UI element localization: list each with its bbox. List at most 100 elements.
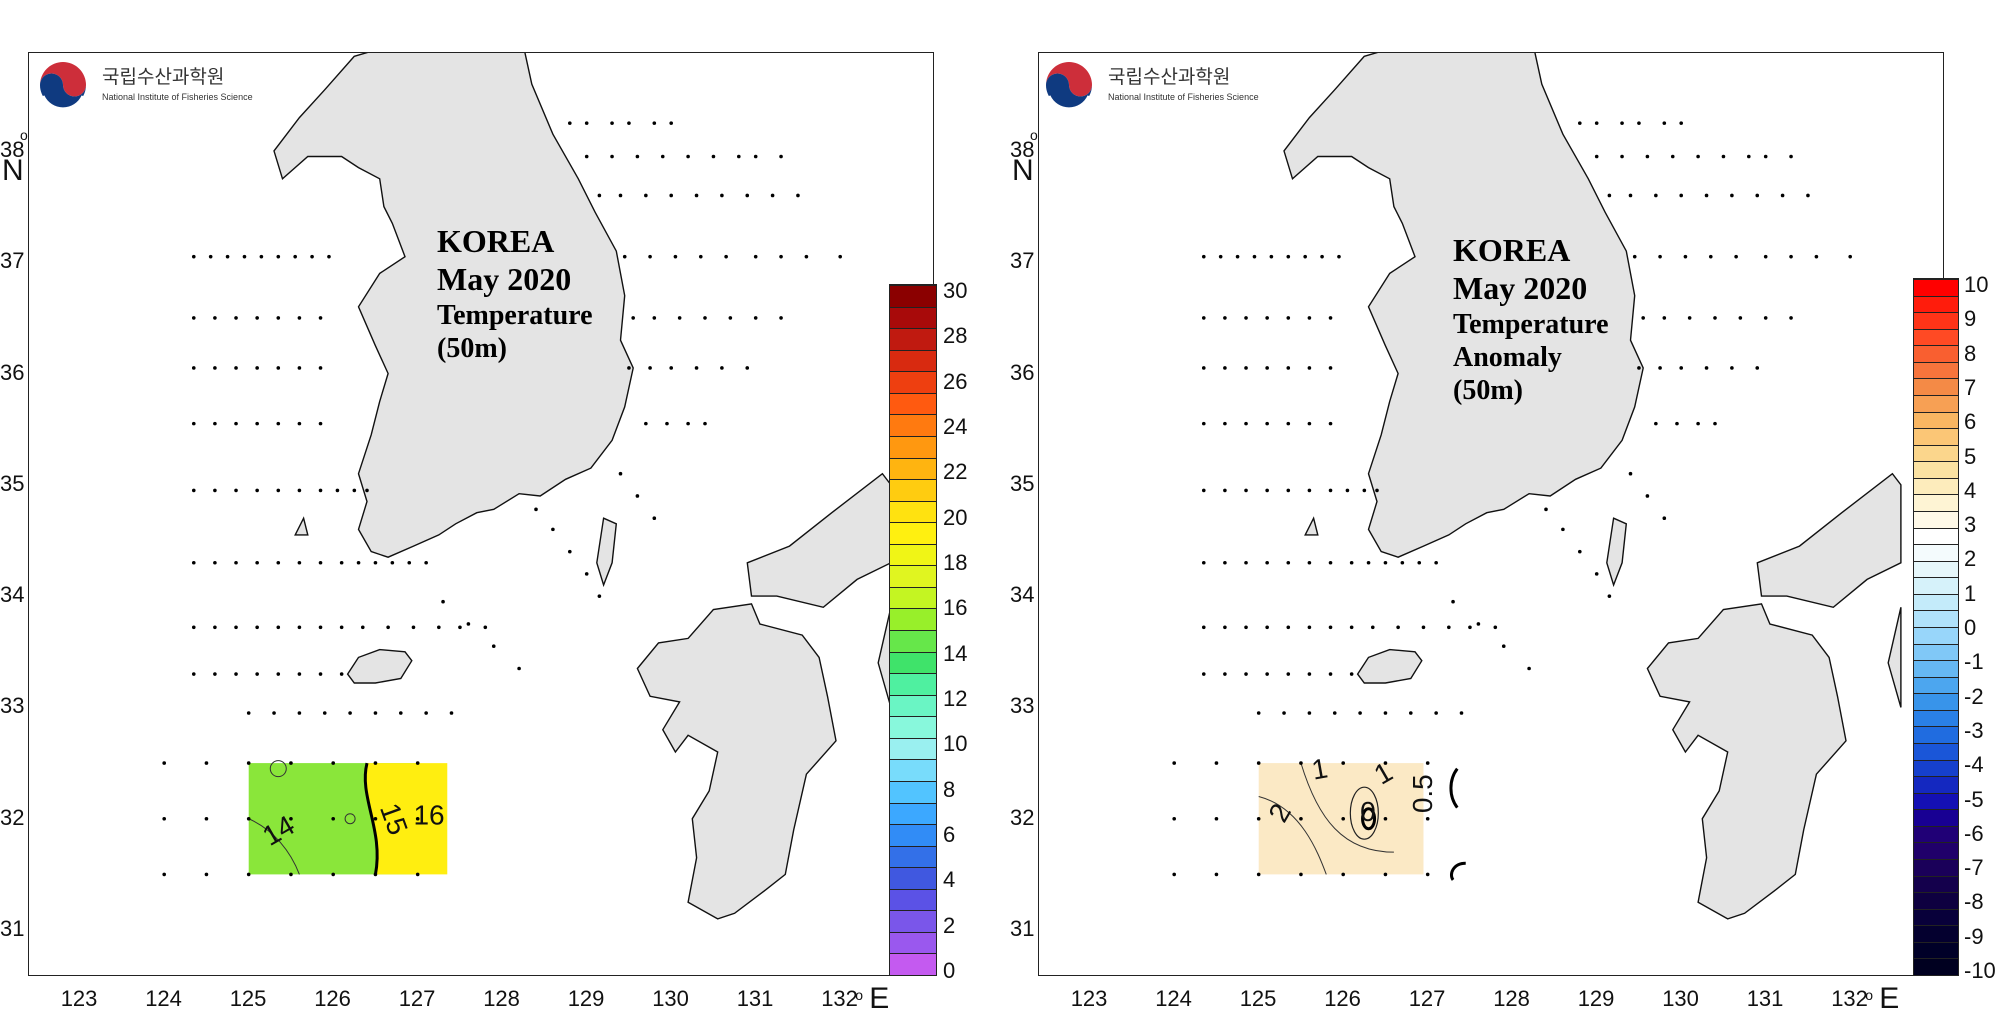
station-dot — [1679, 193, 1683, 198]
colorbar-swatch — [1914, 461, 1958, 478]
station-dot — [1307, 316, 1312, 320]
station-dot — [424, 560, 428, 565]
station-dot — [1447, 625, 1451, 630]
station-dot — [1730, 193, 1734, 198]
station-dot — [1223, 560, 1227, 565]
contour-ring-0 — [1361, 807, 1377, 831]
colorbar-tick-label: 4 — [943, 867, 956, 893]
station-dot — [1780, 193, 1785, 198]
station-dot — [1328, 488, 1333, 493]
small-island — [294, 516, 309, 536]
contour-label: 0.5 — [1407, 774, 1438, 813]
station-dot — [162, 872, 166, 877]
station-dot — [204, 872, 209, 877]
station-dot — [441, 599, 445, 604]
station-dot — [289, 816, 293, 821]
colorbar-swatch — [890, 716, 936, 738]
station-dot — [339, 625, 344, 630]
station-dot — [1244, 421, 1248, 426]
station-dot — [627, 121, 631, 125]
colorbar-tick-label: 7 — [1964, 374, 1977, 400]
station-dot — [1645, 494, 1650, 498]
station-dot — [1299, 816, 1303, 821]
title-line-1: KOREA — [1453, 232, 1571, 268]
colorbar-swatch — [1914, 776, 1958, 793]
anomaly-fill — [1258, 763, 1424, 875]
station-dot — [1396, 625, 1400, 630]
station-dot — [386, 625, 390, 630]
latitude-tick-label: 35 — [0, 470, 25, 496]
station-dot — [373, 560, 378, 565]
station-dot — [745, 366, 750, 370]
station-dot — [318, 560, 323, 565]
station-dot — [584, 154, 589, 159]
colorbar-swatch — [1914, 825, 1958, 843]
station-dot — [584, 572, 589, 576]
station-dot — [1594, 572, 1599, 576]
station-dot — [1223, 625, 1227, 630]
station-dot — [297, 625, 302, 630]
colorbar-swatch — [890, 888, 936, 911]
station-dot — [1307, 488, 1312, 493]
station-dot — [276, 488, 281, 493]
station-dot — [352, 488, 357, 493]
station-dot — [1654, 421, 1658, 426]
station-dot — [276, 366, 281, 370]
station-dot — [213, 672, 217, 676]
colorbar-swatch — [1914, 361, 1958, 379]
map-frame: 1 1 2 0 0.5 — [1038, 52, 1944, 976]
latitude-unit: N — [1012, 153, 1034, 187]
station-dot — [1235, 254, 1240, 259]
station-dot — [1265, 672, 1269, 676]
station-dot — [1747, 154, 1751, 159]
station-dot — [1675, 421, 1679, 426]
shikoku-landmass — [1887, 607, 1902, 708]
station-dot — [318, 366, 323, 370]
colorbar-tick-label: -10 — [1964, 958, 1996, 983]
longitude-tick-label: 127 — [1408, 986, 1446, 1011]
station-dot — [335, 488, 340, 493]
station-dot — [373, 761, 378, 765]
station-dot — [191, 316, 196, 320]
station-dot — [458, 625, 462, 630]
colorbar-tick-label: -4 — [1964, 752, 1984, 778]
station-dot — [1738, 316, 1743, 320]
colorbar-tick-label: -9 — [1964, 923, 1984, 949]
station-dot — [1337, 254, 1341, 259]
station-dot — [1670, 154, 1675, 159]
nifs-logo: 국립수산과학원 National Institute of Fisheries … — [1042, 58, 1282, 111]
station-dot — [1789, 154, 1793, 159]
station-dot — [1349, 560, 1354, 565]
station-dot — [1578, 121, 1582, 125]
station-dot — [622, 254, 627, 259]
colorbar-swatch — [1914, 743, 1958, 760]
station-dot — [737, 154, 741, 159]
colorbar-tick-label: -3 — [1964, 717, 1984, 743]
colorbar-swatch — [1914, 328, 1958, 346]
latitude-tick-label: 32 — [0, 804, 25, 830]
contour-ring — [269, 760, 287, 778]
colorbar-swatch — [1914, 759, 1958, 777]
station-dot — [1341, 816, 1345, 821]
colorbar-swatch — [1914, 428, 1958, 445]
station-dot — [1349, 625, 1354, 630]
station-dot — [1637, 121, 1641, 125]
colorbar-swatch — [1914, 643, 1958, 661]
station-dot — [1383, 560, 1388, 565]
station-dot — [331, 816, 336, 821]
longitude-tick-label: 131 — [736, 986, 774, 1011]
colorbar-swatch — [890, 414, 936, 436]
station-dot — [1269, 254, 1274, 259]
station-dot — [1358, 711, 1362, 715]
station-dot — [297, 672, 302, 676]
station-dot — [652, 516, 657, 521]
station-dot — [234, 560, 238, 565]
title-line-4: Anomaly — [1453, 341, 1562, 373]
station-dot — [327, 254, 331, 259]
colorbar-swatch — [1914, 527, 1958, 545]
station-dot — [610, 121, 614, 125]
colorbar-swatch — [1914, 279, 1958, 296]
station-dot — [517, 666, 521, 671]
